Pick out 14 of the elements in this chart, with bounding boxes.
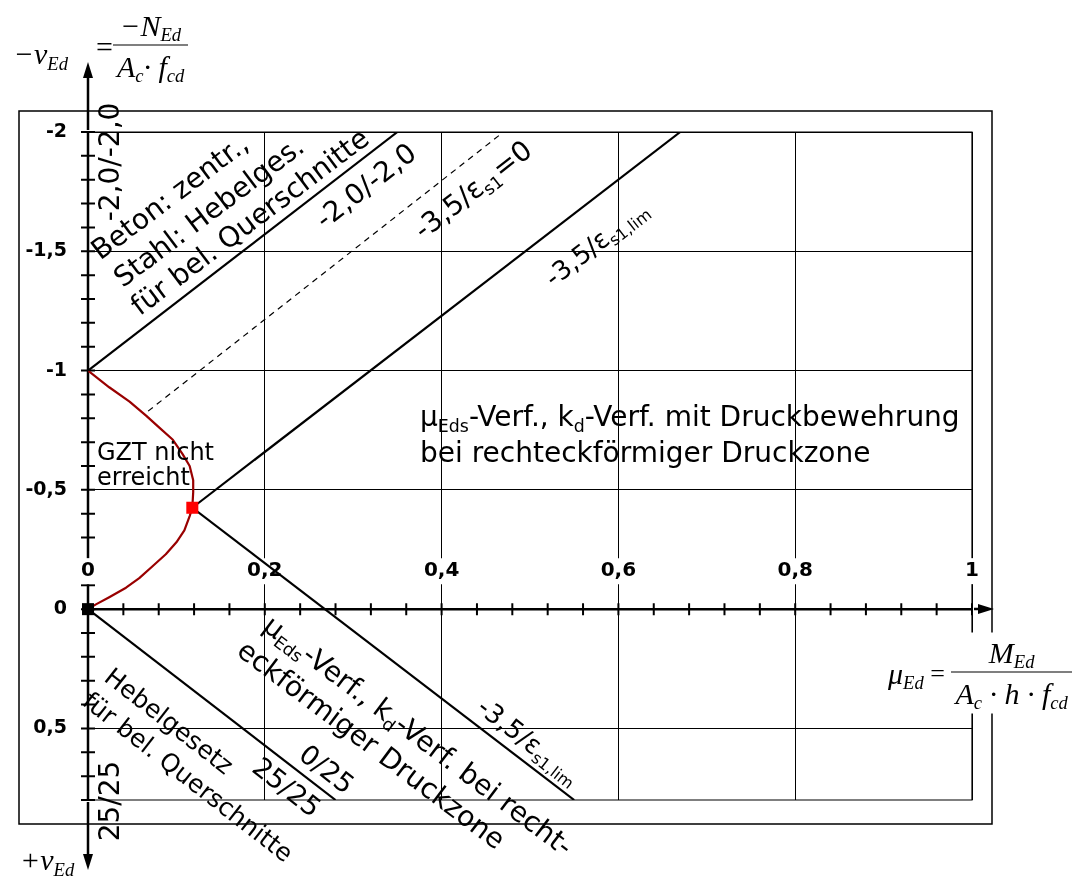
x-tick-label: 0,8 [777, 557, 813, 582]
y-tick-label: -0,5 [25, 476, 67, 499]
x-tick-label: 1 [965, 557, 979, 582]
y-tick-label: -1,5 [25, 238, 67, 261]
text: μ$_{Ed}$ = M$_{Ed}$ A$_{c}$ · h · f$_{cd}$ [888, 635, 1068, 714]
y-tick-label: 0 [53, 596, 67, 619]
x-tick-label: 0 [81, 557, 95, 582]
annotation: erreicht [97, 463, 190, 491]
y-tick-label: 0,5 [33, 715, 67, 738]
y-tick-label: -2 [45, 118, 67, 141]
x-tick-label: 0,4 [423, 557, 460, 582]
y-tick-label: -1 [45, 357, 67, 380]
x-tick-label: 0,6 [600, 557, 637, 582]
text: +ν$_{Ed}$ [20, 843, 75, 880]
